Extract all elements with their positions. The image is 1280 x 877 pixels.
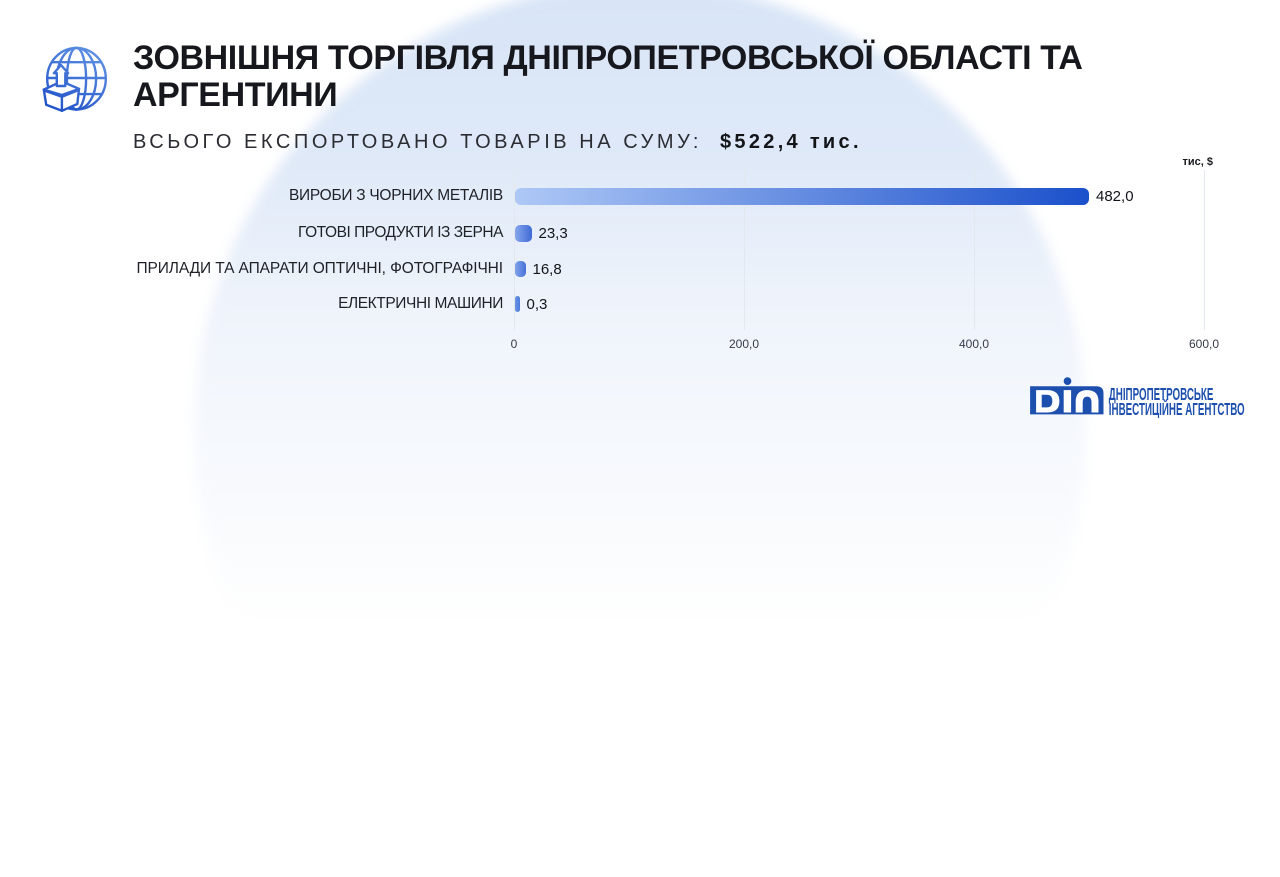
svg-text:ІНВЕСТИЦІЙНЕ АГЕНТСТВО: ІНВЕСТИЦІЙНЕ АГЕНТСТВО: [1109, 397, 1245, 418]
svg-text:ДНІПРОПЕТРОВСЬКЕ: ДНІПРОПЕТРОВСЬКЕ: [1109, 385, 1214, 405]
